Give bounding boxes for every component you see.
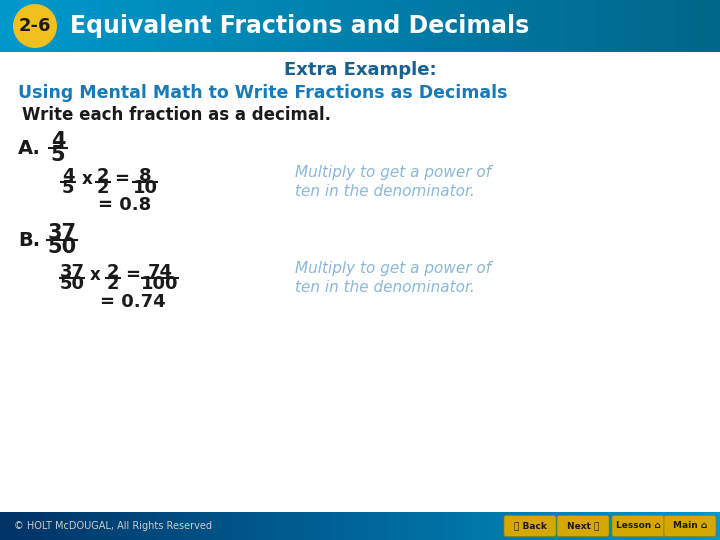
Text: =: = [114, 170, 130, 188]
Text: Next 〉: Next 〉 [567, 522, 599, 530]
Text: 5: 5 [62, 179, 74, 197]
Text: A.: A. [18, 138, 41, 158]
Text: Using Mental Math to Write Fractions as Decimals: Using Mental Math to Write Fractions as … [18, 84, 508, 102]
Text: Equivalent Fractions and Decimals: Equivalent Fractions and Decimals [70, 14, 529, 38]
Text: 74: 74 [148, 263, 173, 281]
Text: 2-6: 2-6 [19, 17, 51, 35]
Text: = 0.8: = 0.8 [99, 196, 152, 214]
Text: Write each fraction as a decimal.: Write each fraction as a decimal. [22, 106, 331, 124]
Text: B.: B. [18, 231, 40, 249]
FancyBboxPatch shape [504, 516, 556, 537]
Text: 4: 4 [50, 131, 66, 151]
Text: 37: 37 [48, 223, 76, 243]
Text: 〈 Back: 〈 Back [513, 522, 546, 530]
Text: ten in the denominator.: ten in the denominator. [295, 280, 474, 294]
Text: 2: 2 [107, 275, 120, 293]
Text: x: x [89, 266, 100, 284]
Text: 2: 2 [107, 263, 120, 281]
Text: 2: 2 [96, 167, 109, 185]
FancyBboxPatch shape [0, 52, 720, 540]
Text: Multiply to get a power of: Multiply to get a power of [295, 165, 491, 180]
Text: 100: 100 [141, 275, 179, 293]
Text: 37: 37 [60, 263, 84, 281]
FancyBboxPatch shape [664, 516, 716, 537]
Text: ten in the denominator.: ten in the denominator. [295, 184, 474, 199]
Text: = 0.74: = 0.74 [100, 293, 166, 311]
Text: 50: 50 [48, 237, 76, 257]
Text: 10: 10 [132, 179, 158, 197]
Text: 5: 5 [50, 145, 66, 165]
FancyBboxPatch shape [612, 516, 664, 537]
Text: 2: 2 [96, 179, 109, 197]
FancyBboxPatch shape [557, 516, 609, 537]
Text: Multiply to get a power of: Multiply to get a power of [295, 261, 491, 276]
Text: © HOLT McDOUGAL, All Rights Reserved: © HOLT McDOUGAL, All Rights Reserved [14, 521, 212, 531]
Text: Lesson ⌂: Lesson ⌂ [616, 522, 660, 530]
Text: =: = [125, 266, 140, 284]
Text: Extra Example:: Extra Example: [284, 61, 436, 79]
Text: 50: 50 [60, 275, 84, 293]
Text: 8: 8 [139, 167, 151, 185]
Text: x: x [81, 170, 92, 188]
Text: Main ⌂: Main ⌂ [672, 522, 707, 530]
Text: 4: 4 [62, 167, 74, 185]
Circle shape [13, 4, 57, 48]
